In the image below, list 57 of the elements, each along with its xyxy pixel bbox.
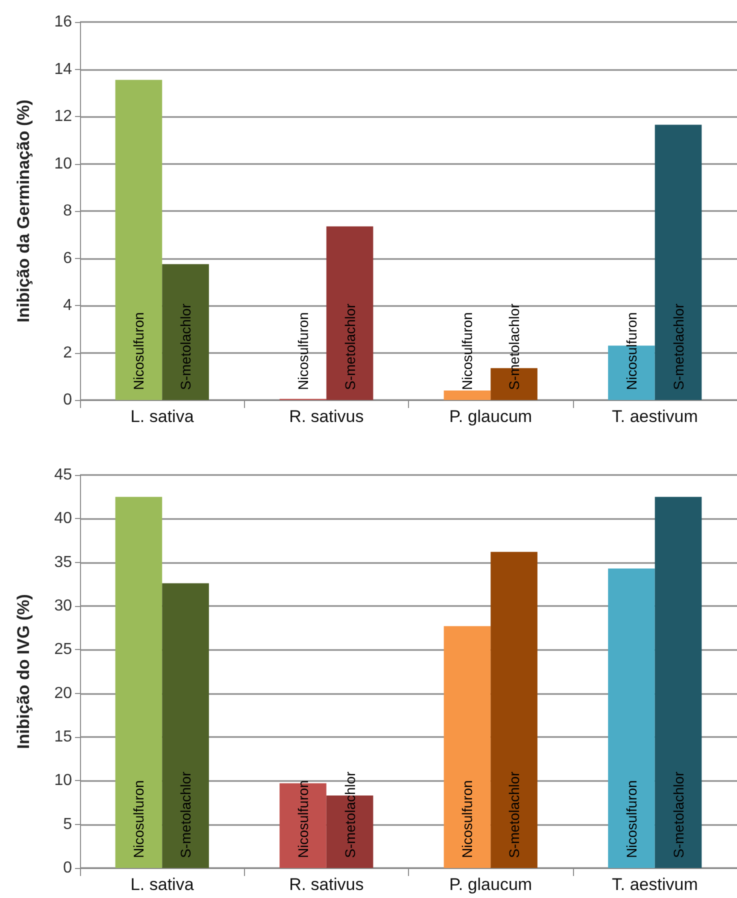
y-tick-label: 30 <box>54 598 72 614</box>
x-tick-label: P. glaucum <box>449 875 532 894</box>
text: Nicosulfuron <box>459 312 476 390</box>
y-tick-label: 10 <box>54 155 72 172</box>
text: Nicosulfuron <box>623 312 640 390</box>
y-tick-label: 40 <box>54 510 72 528</box>
y-tick-label: 4 <box>63 297 72 314</box>
text: Nicosulfuron <box>623 780 640 858</box>
bar <box>490 552 538 868</box>
x-tick-label: R. sativus <box>289 875 364 894</box>
x-tick-label: R. sativus <box>289 407 364 426</box>
x-tick-label: T. aestivum <box>612 407 698 426</box>
bar <box>654 124 702 400</box>
bar <box>162 583 209 868</box>
y-tick-label: 2 <box>63 344 72 362</box>
bar <box>115 496 162 868</box>
series-label: S-metolachlor <box>178 303 194 390</box>
bar <box>326 226 374 400</box>
text: Nicosulfuron <box>130 312 147 390</box>
y-tick-label: 0 <box>63 860 72 876</box>
y-tick-label: 14 <box>54 60 72 78</box>
y-tick-label: 6 <box>63 250 72 267</box>
x-tick-label: T. aestivum <box>612 875 698 894</box>
bar <box>444 390 491 400</box>
text: Nicosulfuron <box>130 780 147 858</box>
y-tick-label: 45 <box>54 466 72 484</box>
text: S-metolachlor <box>506 772 522 858</box>
y-tick-label: 8 <box>63 202 72 220</box>
y-tick-label: 0 <box>63 392 72 408</box>
y-tick-label: 12 <box>54 108 72 125</box>
text: S-metolachlor <box>670 304 686 390</box>
y-tick-label: 25 <box>54 641 72 658</box>
y-tick-label: 16 <box>54 14 72 30</box>
y-axis-title: Inibição da Germinação (%) <box>14 100 33 322</box>
bar <box>115 80 162 400</box>
text: S-metolachlor <box>342 772 358 858</box>
text: S-metolachlor <box>506 304 522 390</box>
text: S-metolachlor <box>670 772 686 858</box>
text: Nicosulfuron <box>294 312 311 390</box>
text: S-metolachlor <box>342 304 358 390</box>
y-tick-label: 20 <box>54 684 72 702</box>
bar <box>162 264 209 400</box>
bar <box>444 626 491 868</box>
series-label: S-metolachlor <box>178 771 194 858</box>
text: Nicosulfuron <box>459 780 476 858</box>
bar <box>280 783 326 868</box>
y-tick-label: 15 <box>54 728 72 746</box>
x-tick-label: L. sativa <box>130 875 194 894</box>
x-tick-label: L. sativa <box>130 407 194 426</box>
bar <box>608 568 655 868</box>
bar <box>654 496 702 868</box>
y-tick-label: 10 <box>54 772 72 790</box>
y-tick-label: 5 <box>63 816 72 833</box>
series-label: Nicosulfuron <box>294 780 311 858</box>
y-axis-title: Inibição do IVG (%) <box>14 594 33 749</box>
y-tick-label: 35 <box>54 554 72 571</box>
x-tick-label: P. glaucum <box>449 407 532 426</box>
